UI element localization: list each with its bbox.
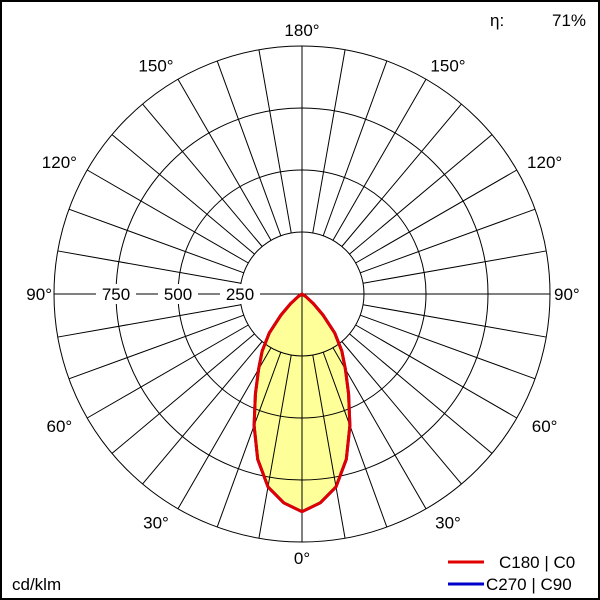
legend-label-c180-c0: C180 | C0	[499, 553, 575, 572]
angle-label-left-150: 150°	[138, 56, 173, 75]
grid-spoke	[142, 341, 263, 485]
grid-spoke	[322, 352, 388, 528]
grid-spoke	[360, 208, 536, 274]
angle-label-right-90: 90°	[554, 285, 580, 304]
grid-layer	[53, 45, 551, 543]
grid-spoke	[216, 352, 282, 528]
unit-label: cd/klm	[12, 575, 61, 594]
grid-spoke	[68, 208, 244, 274]
grid-spoke	[332, 347, 427, 510]
grid-spoke	[322, 60, 388, 236]
grid-spoke	[312, 354, 346, 539]
grid-spoke	[355, 324, 518, 419]
angle-label-right-60: 60°	[532, 417, 558, 436]
series-line-0	[252, 292, 352, 514]
angle-label-left-60: 60°	[47, 417, 73, 436]
legend-label-c270-c90: C270 | C90	[486, 575, 572, 594]
grid-spoke	[177, 78, 272, 241]
grid-spoke	[216, 60, 282, 236]
radial-tick-label: 500	[164, 285, 192, 304]
radial-label-bg	[158, 284, 198, 304]
grid-spoke	[341, 341, 462, 485]
grid-spoke	[355, 169, 518, 264]
grid-spoke	[57, 304, 242, 338]
grid-spoke	[142, 103, 263, 247]
efficiency-label: η:	[490, 11, 504, 30]
angle-label-right-30: 30°	[435, 514, 461, 533]
radial-label-bg	[96, 284, 136, 304]
grid-spoke	[57, 250, 242, 284]
grid-spoke	[341, 103, 462, 247]
angle-label-left-30: 30°	[143, 514, 169, 533]
grid-spoke	[332, 78, 427, 241]
angle-label-left-90: 90°	[26, 285, 52, 304]
grid-spoke	[312, 49, 346, 234]
angle-label-180: 180°	[284, 21, 319, 40]
grid-spoke	[111, 333, 255, 454]
angle-label-left-120: 120°	[42, 153, 77, 172]
labels-layer: 250 500 750 0° 180° 30° 30° 60° 60° 90° 90° 120° 120…	[26, 21, 579, 568]
radial-label-bg	[220, 284, 260, 304]
grid-spoke	[362, 250, 547, 284]
angle-label-right-120: 120°	[527, 153, 562, 172]
efficiency-value: 71%	[552, 11, 586, 30]
grid-spoke	[362, 304, 547, 338]
grid-spoke	[349, 134, 493, 255]
grid-spoke	[360, 314, 536, 380]
grid-spoke	[86, 324, 249, 419]
grid-spoke	[258, 49, 292, 234]
angle-label-0: 0°	[294, 549, 310, 568]
grid-spoke	[258, 354, 292, 539]
series-lines	[252, 292, 352, 514]
grid-spoke	[86, 169, 249, 264]
grid-spoke	[177, 347, 272, 510]
grid-spoke	[68, 314, 244, 380]
angle-label-right-150: 150°	[430, 56, 465, 75]
radial-tick-label: 750	[102, 285, 130, 304]
radial-tick-label: 250	[226, 285, 254, 304]
grid-spoke	[111, 134, 255, 255]
grid-spoke	[349, 333, 493, 454]
